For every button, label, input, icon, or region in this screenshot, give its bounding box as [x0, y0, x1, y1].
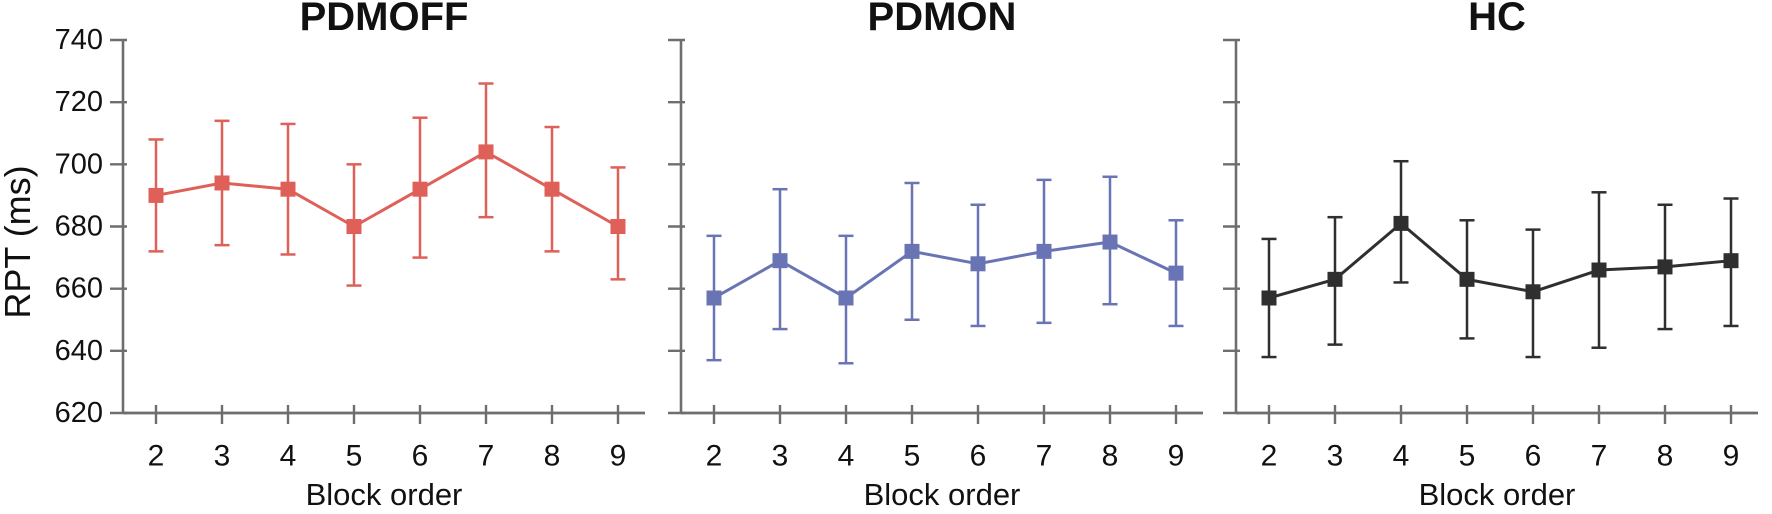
- data-point-marker: [1459, 271, 1475, 287]
- x-axis-label: Block order: [1419, 477, 1576, 512]
- x-tick-label: 7: [1591, 440, 1608, 473]
- x-tick-label: 8: [1102, 440, 1119, 473]
- panel-hc: HC 2 3 4 5 6 7 8 9 Block order: [1223, 0, 1758, 512]
- data-point-marker: [1327, 271, 1343, 287]
- panel-title: PDMON: [868, 0, 1017, 39]
- data-point-marker: [214, 175, 230, 191]
- data-series-line: [1268, 221, 1732, 300]
- data-point-marker: [838, 290, 854, 306]
- data-point-marker: [904, 243, 920, 259]
- data-point-marker: [1102, 234, 1118, 250]
- data-point-marker: [1393, 215, 1409, 231]
- data-points: [148, 144, 626, 234]
- y-tick-label: 720: [55, 86, 103, 118]
- panel-title: PDMOFF: [300, 0, 469, 39]
- x-tick-label: 5: [1459, 440, 1476, 473]
- data-point-marker: [1168, 265, 1184, 281]
- data-series-line: [713, 240, 1177, 300]
- data-point-marker: [1657, 259, 1673, 275]
- x-tick-label: 3: [1327, 440, 1344, 473]
- y-tick-label: 660: [55, 273, 103, 305]
- x-tick-label: 5: [904, 440, 921, 473]
- data-point-marker: [148, 187, 164, 203]
- data-points: [1261, 215, 1739, 306]
- data-point-marker: [970, 256, 986, 272]
- data-point-marker: [478, 144, 494, 160]
- x-tick-label: 2: [148, 440, 165, 473]
- panel-title: HC: [1468, 0, 1526, 39]
- x-tick-label: 2: [1261, 440, 1278, 473]
- x-tick-label: 7: [1036, 440, 1053, 473]
- y-tick-label: 620: [55, 397, 103, 429]
- data-point-marker: [544, 181, 560, 197]
- x-tick-label: 3: [772, 440, 789, 473]
- x-tick-label: 6: [1525, 440, 1542, 473]
- x-tick-label: 6: [412, 440, 429, 473]
- x-tick-label: 6: [970, 440, 987, 473]
- x-tick-label: 8: [1657, 440, 1674, 473]
- error-bars: [1261, 159, 1739, 359]
- x-tick-label: 8: [544, 440, 561, 473]
- y-tick-label: 740: [55, 24, 103, 56]
- data-point-marker: [1723, 253, 1739, 269]
- x-tick-label: 9: [1723, 440, 1740, 473]
- panel-pdmoff: PDMOFF 620 640 660 680 700 720 740 2 3 4 5 6 7 8 9 Block…: [55, 0, 645, 512]
- x-tick-label: 3: [214, 440, 231, 473]
- data-point-marker: [706, 290, 722, 306]
- x-axis-label: Block order: [306, 477, 463, 512]
- data-point-marker: [1591, 262, 1607, 278]
- x-tick-label: 9: [610, 440, 627, 473]
- x-tick-label: 4: [1393, 440, 1410, 473]
- data-point-marker: [1036, 243, 1052, 259]
- x-tick-label: 5: [346, 440, 363, 473]
- data-point-marker: [772, 253, 788, 269]
- x-axis-label: Block order: [864, 477, 1021, 512]
- panel-pdmon: PDMON 2 3 4 5 6 7 8 9 Block order: [668, 0, 1203, 512]
- y-tick-label: 640: [55, 335, 103, 367]
- x-tick-label: 2: [706, 440, 723, 473]
- data-points: [706, 234, 1184, 306]
- data-point-marker: [346, 219, 362, 234]
- x-tick-label: 4: [838, 440, 855, 473]
- data-point-marker: [1261, 290, 1277, 306]
- x-tick-label: 9: [1168, 440, 1185, 473]
- data-point-marker: [280, 181, 296, 197]
- x-tick-label: 4: [280, 440, 297, 473]
- y-axis-label: RPT (ms): [0, 165, 38, 318]
- error-bars: [706, 175, 1184, 365]
- data-point-marker: [412, 181, 428, 197]
- data-point-marker: [610, 219, 626, 234]
- y-tick-label: 700: [55, 148, 103, 180]
- x-tick-label: 7: [478, 440, 495, 473]
- data-point-marker: [1525, 284, 1541, 300]
- data-series-line: [155, 150, 619, 228]
- y-tick-label: 680: [55, 211, 103, 243]
